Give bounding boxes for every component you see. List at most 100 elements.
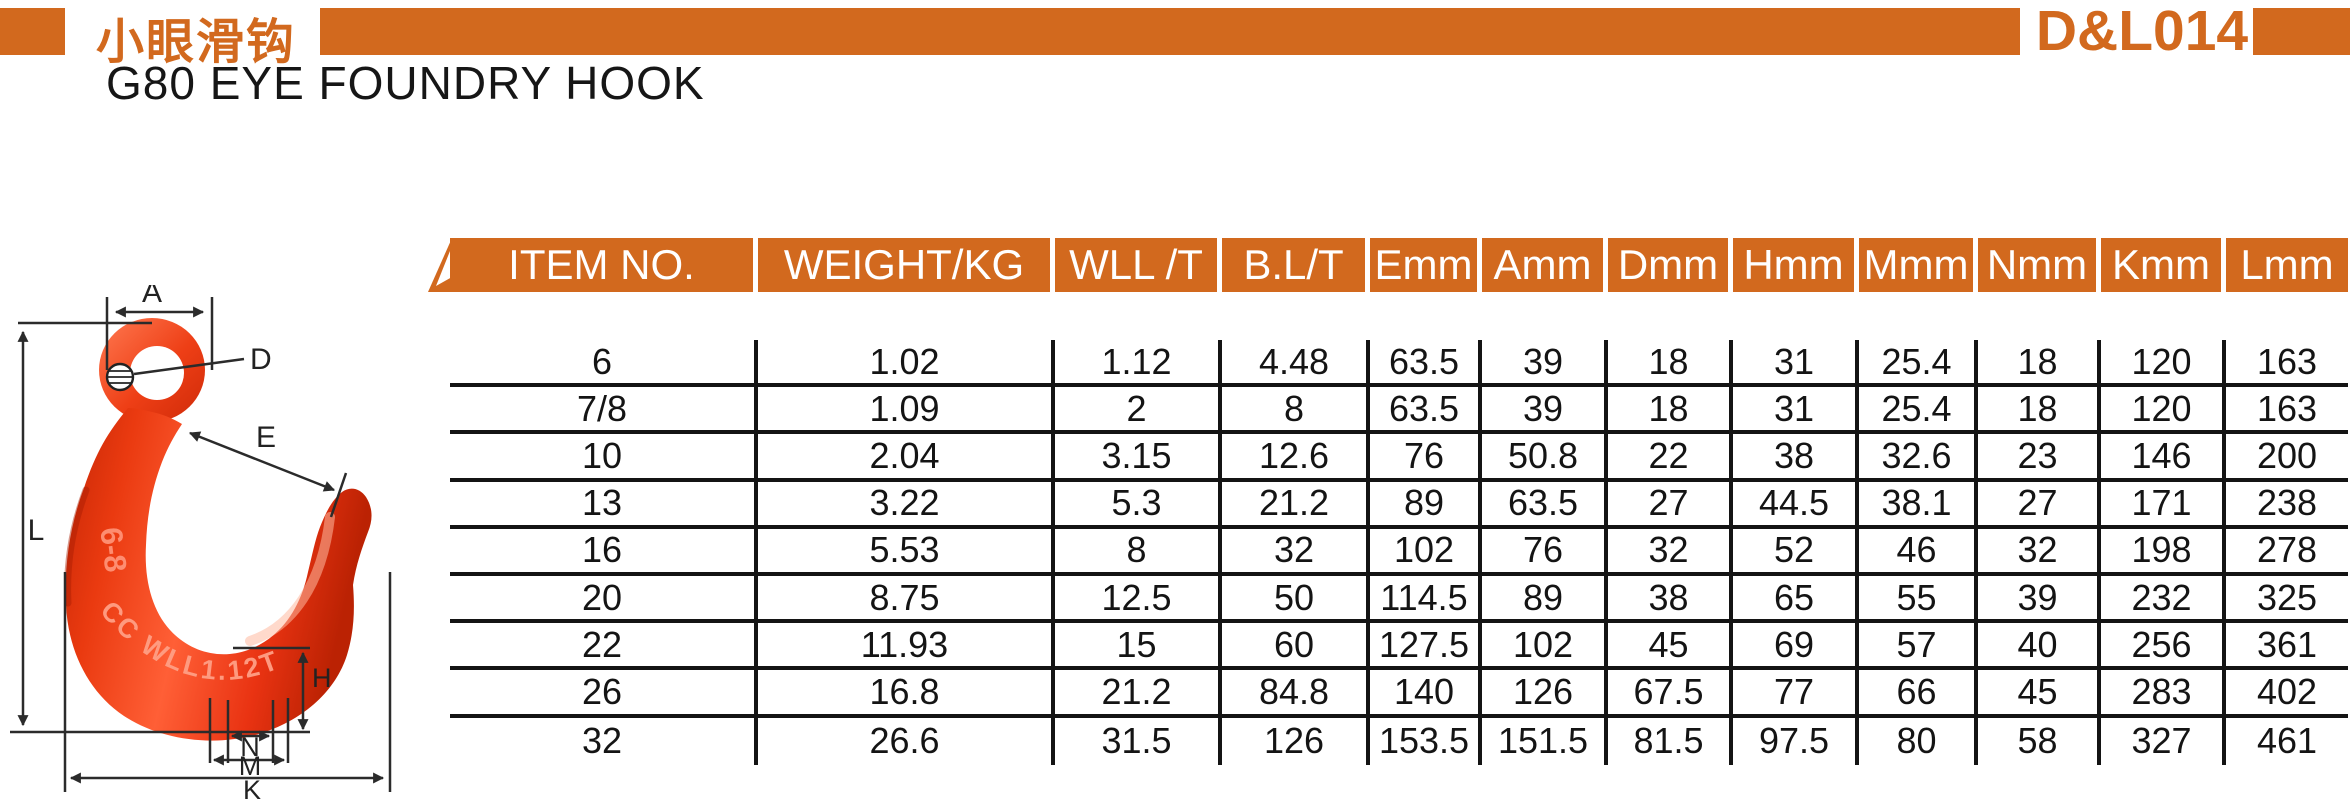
hook-highlight (245, 512, 335, 646)
table-cell: 22 (450, 623, 758, 671)
table-cell: 8.75 (758, 575, 1055, 624)
table-cell: 18 (1608, 340, 1733, 388)
table-cell: 22 (1608, 434, 1733, 482)
col-header-k: Kmm (2101, 238, 2226, 292)
table-cell: 3.15 (1055, 434, 1222, 482)
dimension-E: E (188, 421, 348, 518)
table-cell: 39 (1978, 575, 2101, 624)
dimension-K: K (63, 572, 392, 802)
table-cell: 97.5 (1733, 717, 1859, 765)
table-cell: 1.09 (758, 387, 1055, 435)
table-cell: 126 (1222, 717, 1370, 765)
table-cell: 65 (1733, 575, 1859, 624)
table-cell: 26 (450, 670, 758, 718)
table-cell: 127.5 (1370, 623, 1482, 671)
product-title-english: G80 EYE FOUNDRY HOOK (106, 57, 705, 109)
table-cell: 58 (1978, 717, 2101, 765)
table-cell: 120 (2101, 387, 2226, 435)
dim-label-K: K (243, 775, 261, 802)
banner-bar-middle (320, 8, 2020, 55)
table-cell: 120 (2101, 340, 2226, 388)
table-cell: 60 (1222, 623, 1370, 671)
table-cell: 13 (450, 481, 758, 529)
dimension-D: D (133, 343, 272, 376)
table-cell: 232 (2101, 575, 2226, 624)
col-header-h: Hmm (1733, 238, 1859, 292)
table-cell: 44.5 (1733, 481, 1859, 529)
table-cell: 67.5 (1608, 670, 1733, 718)
table-cell: 126 (1482, 670, 1608, 718)
table-cell: 16.8 (758, 670, 1055, 718)
table-cell: 114.5 (1370, 575, 1482, 624)
table-cell: 21.2 (1222, 481, 1370, 529)
hook-technical-drawing: 6-8 CC WLL1.12T A D (10, 285, 392, 802)
table-cell: 25.4 (1859, 387, 1978, 435)
table-cell: 55 (1859, 575, 1978, 624)
banner-bar-right (2253, 8, 2350, 55)
table-cell: 21.2 (1055, 670, 1222, 718)
table-cell: 46 (1859, 528, 1978, 576)
table-cell: 38 (1608, 575, 1733, 624)
table-cell: 200 (2226, 434, 2348, 482)
hook-shadow (64, 486, 90, 607)
table-cell: 38.1 (1859, 481, 1978, 529)
dim-label-H: H (312, 663, 332, 693)
table-cell: 20 (450, 575, 758, 624)
product-title-chinese: 小眼滑钩 (96, 16, 297, 69)
table-cell: 12.5 (1055, 575, 1222, 624)
table-cell: 50 (1222, 575, 1370, 624)
col-header-e: Emm (1370, 238, 1482, 292)
table-cell: 32 (1608, 528, 1733, 576)
table-cell: 18 (1978, 340, 2101, 388)
col-header-item-no: ITEM NO. (450, 238, 758, 292)
table-cell: 66 (1859, 670, 1978, 718)
table-cell: 32 (450, 717, 758, 765)
table-cell: 12.6 (1222, 434, 1370, 482)
table-cell: 3.22 (758, 481, 1055, 529)
table-cell: 15 (1055, 623, 1222, 671)
hook-illustration: 6-8 CC WLL1.12T (64, 318, 372, 741)
table-cell: 63.5 (1482, 481, 1608, 529)
table-cell: 32 (1978, 528, 2101, 576)
col-header-l: Lmm (2226, 238, 2348, 292)
dimension-H: H (233, 646, 332, 731)
col-header-a: Amm (1482, 238, 1608, 292)
table-cell: 2.04 (758, 434, 1055, 482)
table-cell: 38 (1733, 434, 1859, 482)
table-cell: 31 (1733, 387, 1859, 435)
table-cell: 76 (1482, 528, 1608, 576)
table-cell: 52 (1733, 528, 1859, 576)
spec-table-body: 6 1.02 1.12 4.48 63.5 39 18 31 25.4 18 120 163 7/8 1.… (450, 340, 2348, 765)
table-cell: 278 (2226, 529, 2348, 576)
table-cell: 163 (2226, 387, 2348, 435)
table-cell: 8 (1222, 387, 1370, 435)
table-cell: 32.6 (1859, 434, 1978, 482)
spec-table-header: ITEM NO. WEIGHT/KG WLL /T B.L/T Emm Amm … (450, 238, 2348, 292)
table-cell: 89 (1482, 575, 1608, 624)
table-cell: 102 (1482, 623, 1608, 671)
table-cell: 140 (1370, 670, 1482, 718)
table-cell: 325 (2226, 576, 2348, 624)
table-cell: 80 (1859, 717, 1978, 765)
col-header-weight: WEIGHT/KG (758, 238, 1055, 292)
table-cell: 238 (2226, 482, 2348, 529)
hook-body (65, 408, 372, 741)
table-cell: 31 (1733, 340, 1859, 388)
table-cell: 2 (1055, 387, 1222, 435)
table-cell: 18 (1978, 387, 2101, 435)
table-cell: 146 (2101, 434, 2226, 482)
table-cell: 151.5 (1482, 717, 1608, 765)
col-header-m: Mmm (1859, 238, 1978, 292)
table-cell: 16 (450, 528, 758, 576)
table-cell: 5.3 (1055, 481, 1222, 529)
dim-label-L: L (28, 514, 45, 547)
table-cell: 23 (1978, 434, 2101, 482)
table-cell: 461 (2256, 720, 2318, 762)
table-cell: 7/8 (450, 387, 758, 435)
table-cell: 26.6 (758, 717, 1055, 765)
table-cell: 57 (1859, 623, 1978, 671)
dim-label-E: E (256, 421, 276, 454)
table-cell: 63.5 (1370, 340, 1482, 388)
table-cell: 8 (1055, 528, 1222, 576)
